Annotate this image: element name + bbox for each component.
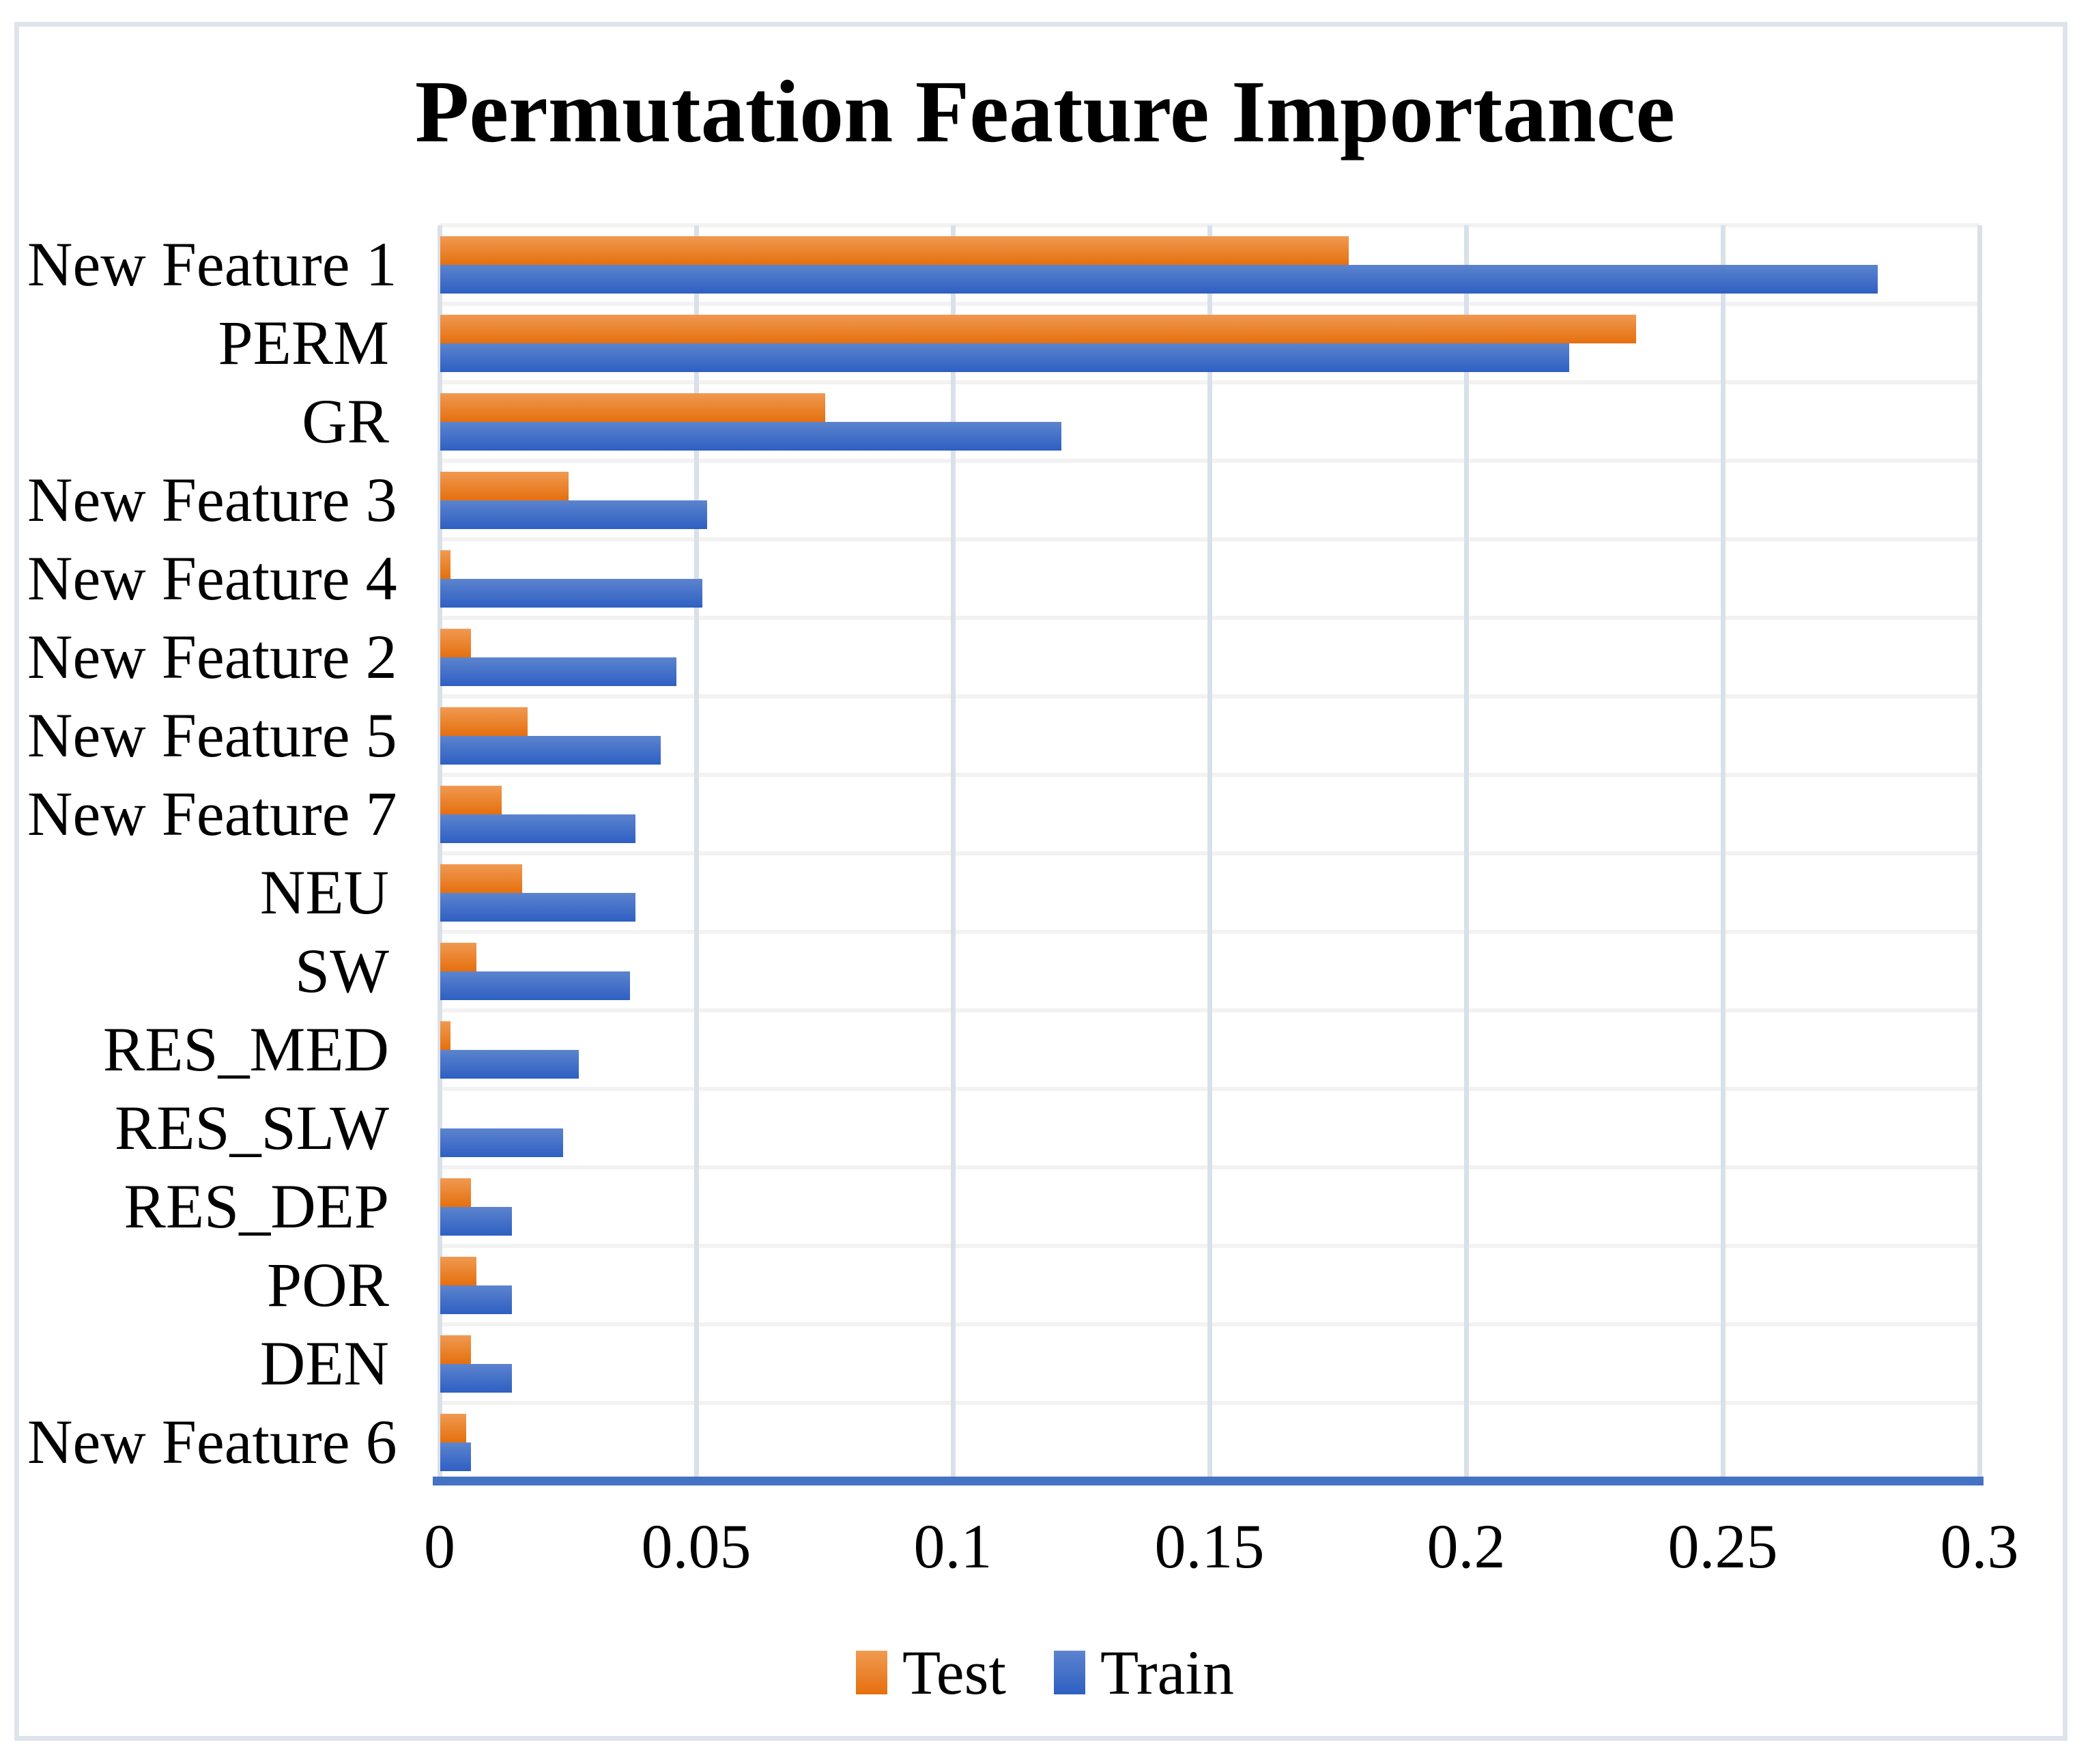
bar-test-New Feature 1 — [440, 236, 1349, 265]
x-tick-label: 0.25 — [1667, 1511, 1778, 1581]
legend-label-train: Train — [1100, 1638, 1234, 1707]
bar-train-New Feature 6 — [440, 1442, 471, 1471]
category-label: New Feature 3 — [27, 465, 397, 535]
x-tick-label: 0 — [424, 1511, 455, 1581]
bar-test-New Feature 3 — [440, 472, 569, 500]
bar-test-PERM — [440, 315, 1636, 343]
bar-train-DEN — [440, 1364, 512, 1393]
bar-train-SW — [440, 971, 630, 1000]
category-label: POR — [267, 1250, 389, 1320]
vertical-gridline — [951, 225, 956, 1481]
category-label: PERM — [218, 308, 389, 378]
bar-test-New Feature 6 — [440, 1414, 466, 1442]
vertical-gridline — [1721, 225, 1726, 1481]
category-label: RES_SLW — [114, 1093, 389, 1163]
vertical-gridline — [694, 225, 699, 1481]
category-label: RES_DEP — [124, 1171, 389, 1241]
x-tick-label: 0.05 — [641, 1511, 751, 1581]
bar-train-POR — [440, 1285, 512, 1314]
bar-train-New Feature 2 — [440, 657, 676, 686]
x-tick-label: 0.3 — [1940, 1511, 2019, 1581]
bar-train-GR — [440, 422, 1061, 451]
vertical-gridline — [438, 225, 442, 1481]
bar-train-RES_MED — [440, 1050, 579, 1079]
bar-test-NEU — [440, 864, 522, 893]
bar-test-SW — [440, 943, 476, 971]
category-label: New Feature 6 — [27, 1407, 397, 1477]
bar-train-New Feature 4 — [440, 579, 702, 608]
vertical-gridline — [1464, 225, 1469, 1481]
category-label: New Feature 1 — [27, 229, 397, 299]
legend-item-train: Train — [1053, 1636, 1234, 1709]
bar-test-RES_MED — [440, 1021, 450, 1050]
chart-legend: Test Train — [0, 1632, 2090, 1713]
category-label: GR — [302, 386, 389, 456]
bar-train-New Feature 7 — [440, 814, 635, 843]
plot-area — [438, 223, 1982, 1481]
vertical-gridline — [1207, 225, 1212, 1481]
bar-test-RES_DEP — [440, 1178, 471, 1207]
category-label: DEN — [259, 1328, 389, 1398]
category-label: New Feature 4 — [27, 543, 397, 613]
x-axis-baseline — [433, 1477, 1984, 1485]
bar-train-RES_DEP — [440, 1207, 512, 1236]
category-label: NEU — [259, 857, 389, 927]
bar-train-PERM — [440, 343, 1569, 372]
bar-train-New Feature 5 — [440, 736, 661, 765]
chart-title: Permutation Feature Importance — [414, 63, 1676, 161]
bar-test-New Feature 5 — [440, 707, 528, 736]
bar-train-New Feature 1 — [440, 265, 1878, 294]
test-series-swatch-icon — [856, 1651, 887, 1694]
bar-test-New Feature 4 — [440, 550, 450, 579]
bar-train-New Feature 3 — [440, 500, 707, 529]
bar-test-New Feature 7 — [440, 786, 502, 814]
category-label: New Feature 7 — [27, 779, 397, 849]
bar-test-GR — [440, 393, 825, 422]
category-label: New Feature 2 — [27, 622, 397, 692]
legend-item-test: Test — [856, 1636, 1006, 1709]
bar-test-POR — [440, 1257, 476, 1285]
x-tick-label: 0.2 — [1427, 1511, 1506, 1581]
vertical-gridline — [1977, 225, 1982, 1481]
bar-test-DEN — [440, 1335, 471, 1364]
train-series-swatch-icon — [1053, 1651, 1085, 1694]
bar-train-NEU — [440, 893, 635, 922]
x-tick-label: 0.1 — [913, 1511, 992, 1581]
legend-label-test: Test — [902, 1638, 1006, 1707]
category-label: New Feature 5 — [27, 700, 397, 770]
category-label: SW — [295, 936, 389, 1006]
bar-train-RES_SLW — [440, 1128, 563, 1157]
x-tick-label: 0.15 — [1154, 1511, 1265, 1581]
bar-test-New Feature 2 — [440, 629, 471, 657]
category-label: RES_MED — [102, 1014, 389, 1084]
